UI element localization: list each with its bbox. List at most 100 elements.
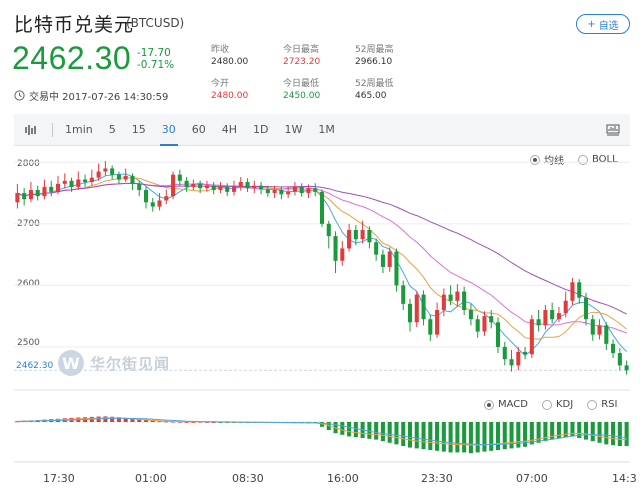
macd-bar [435,422,440,451]
y-tick-label: 2600 [17,279,40,289]
candle-body [286,191,291,195]
candle-body [62,180,67,184]
macd-bar [523,422,528,447]
asset-symbol: (BTCUSD) [126,16,185,30]
candle-body [604,325,609,344]
macd-bar [367,422,372,439]
indicator-kdj-radio[interactable]: KDJ [541,399,573,410]
macd-bar [218,422,223,423]
timeframe-1min[interactable]: 1min [65,122,93,136]
chart-toolbar: 1min 5 15 30 60 4H 1D 1W 1M [14,114,630,146]
candle-body [28,190,33,200]
candle-body [380,254,385,267]
candle-body [448,294,453,301]
candle-body [252,185,257,189]
timeframe-4h[interactable]: 4H [221,122,238,136]
macd-bar [550,422,555,440]
candle-body [130,175,135,184]
radio-dot [530,154,540,165]
candle-body [617,353,622,366]
candle-body [394,251,399,286]
candle-body [110,168,115,175]
add-watchlist-button[interactable]: + 自选 [576,14,630,34]
chart-settings-icon[interactable] [596,114,630,146]
candle-body [279,190,284,195]
price-change-pct: -0.71% [137,59,175,71]
candle-body [191,183,196,187]
macd-bar [624,422,629,446]
candle-body [495,322,501,347]
price-change: -17.70 [137,47,171,59]
timeframe-1w[interactable]: 1W [284,122,303,136]
stat-value: 2966.10 [355,57,393,67]
candle-body [590,319,595,335]
status-text: 交易中 2017-07-26 14:30:59 [29,92,169,103]
macd-bar [421,422,426,450]
candle-body [313,188,318,192]
stat-52w-low: 52周最低 465.00 [355,78,393,102]
plus-icon: + [587,18,596,30]
overlay-ma-radio[interactable]: 均线 [530,152,564,167]
candle-body [523,351,528,355]
candle-body [509,359,514,366]
radio-label: MACD [498,399,528,410]
macd-bar [617,422,622,446]
stat-open: 今开 2480.00 [211,78,248,102]
candle-body [577,282,582,298]
stat-value: 2480.00 [211,91,249,101]
candle-body [611,343,616,354]
overlay-boll-radio[interactable]: BOLL [578,152,618,167]
x-tick-label: 16:00 [327,472,359,485]
candle-body [15,193,20,203]
candle-body [536,319,541,326]
candle-body [103,168,108,172]
trading-status: 交易中 2017-07-26 14:30:59 [14,88,168,103]
candle-body [347,230,352,249]
timeframe-15[interactable]: 15 [131,122,146,136]
candle-body [96,171,101,178]
timeframe-30[interactable]: 30 [154,114,184,146]
macd-bar [495,422,501,450]
candle-body [367,230,372,243]
timeframe-1d[interactable]: 1D [253,122,269,136]
macd-bar [191,421,196,423]
candlestick-icon[interactable] [14,114,48,146]
macd-bar [103,416,108,422]
candle-body [150,202,155,207]
watch-label: 自选 [598,20,619,32]
candle-body [69,180,74,187]
macd-bar [184,421,189,423]
stat-label: 今日最低 [283,79,320,89]
candle-body [22,193,27,200]
macd-bar [428,422,433,450]
candle-body [353,230,358,240]
candle-body [482,316,487,332]
candle-body [89,177,94,182]
indicator-macd-radio[interactable]: MACD [484,399,528,410]
candle-body [556,313,561,320]
macd-bar [394,422,399,445]
current-price: 2462.30 [12,40,132,76]
macd-bar [116,417,121,422]
ma-long-line [17,182,627,315]
stat-value: 2480.00 [211,57,249,67]
radio-label: BOLL [592,154,618,165]
x-tick-label: 08:30 [232,472,264,485]
candle-body [502,346,507,360]
timeframe-60[interactable]: 60 [191,122,206,136]
macd-bar [604,422,609,445]
timeframe-1m[interactable]: 1M [318,122,335,136]
candle-body [624,365,629,371]
candle-body [597,325,602,335]
candle-body [319,191,325,224]
macd-bar [475,422,480,453]
y-tick-label: 2500 [17,338,40,348]
candle-body [421,294,426,320]
radio-dot [587,399,598,410]
candle-body [137,183,142,190]
stat-prev-close: 昨收 2480.00 [211,44,248,68]
timeframe-5[interactable]: 5 [108,122,116,136]
indicator-rsi-radio[interactable]: RSI [587,399,617,410]
candle-body [550,310,555,320]
